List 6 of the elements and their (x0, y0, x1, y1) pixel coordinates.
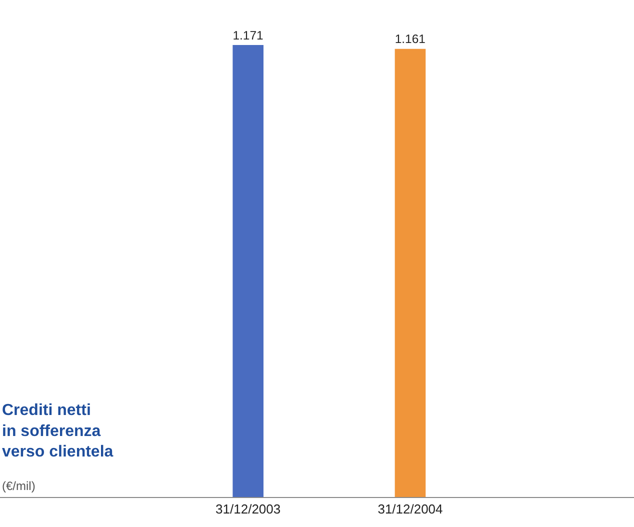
data-label: 1.171 (232, 28, 264, 42)
data-label: 1.161 (394, 32, 426, 46)
x-tick-label: 31/12/2004 (378, 502, 443, 517)
x-tick-label: 31/12/2003 (216, 502, 281, 517)
text: Crediti netti in sofferenza verso clientela (2, 402, 114, 461)
text: (€/mil) (2, 479, 36, 493)
